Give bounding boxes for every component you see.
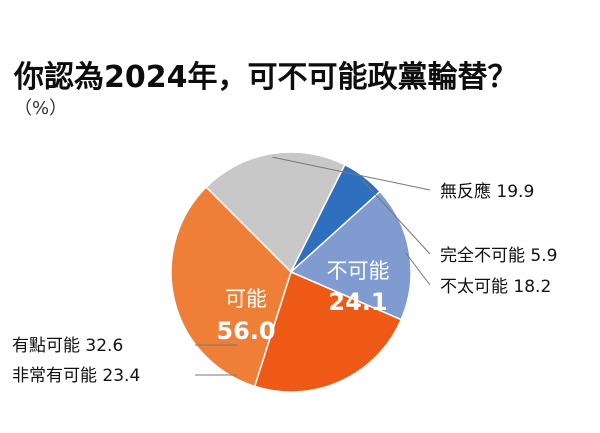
pie-slice-4 bbox=[170, 186, 292, 388]
slice-label-2: 不太可能 18.2 bbox=[440, 277, 551, 297]
pie-slice-0 bbox=[205, 151, 346, 274]
group-value-1: 56.0 bbox=[216, 317, 275, 345]
leader-line-2 bbox=[405, 252, 431, 286]
chart-title: 你認為2024年，可不可能政黨輪替？ bbox=[14, 60, 518, 95]
group-label-1: 可能 bbox=[225, 287, 267, 311]
leader-line-0 bbox=[272, 156, 431, 191]
leader-line-1 bbox=[361, 179, 431, 255]
pie-slice-3 bbox=[253, 270, 403, 393]
slice-label-1: 完全不可能 5.9 bbox=[440, 246, 557, 266]
slice-label-3: 非常有可能 23.4 bbox=[12, 366, 140, 386]
group-label-0: 不可能 bbox=[327, 259, 390, 283]
slice-label-4: 有點可能 32.6 bbox=[12, 336, 123, 356]
unit-label: （%） bbox=[14, 98, 68, 119]
pie-slice-2 bbox=[289, 190, 412, 321]
group-value-0: 24.1 bbox=[328, 288, 387, 316]
slice-label-0: 無反應 19.9 bbox=[440, 181, 534, 202]
